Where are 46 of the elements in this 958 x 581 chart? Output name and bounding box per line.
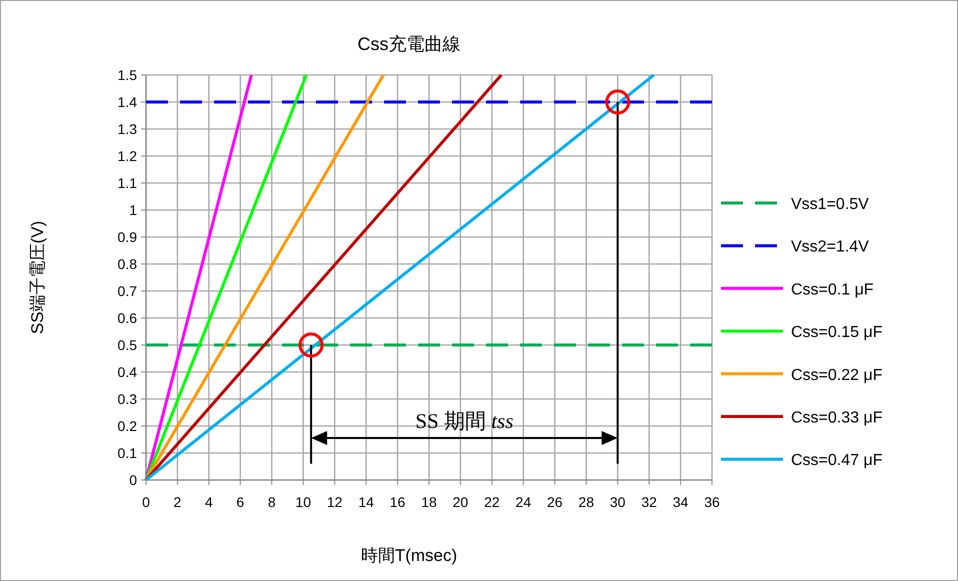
y-tick-label: 0.7 — [118, 283, 138, 299]
x-tick-label: 22 — [484, 494, 500, 510]
legend-label: Vss2=1.4V — [791, 238, 870, 256]
x-tick-label: 32 — [641, 494, 658, 510]
y-tick-label: 0.8 — [118, 256, 138, 272]
legend-label: Css=0.33 μF — [791, 410, 883, 426]
x-tick-label: 16 — [390, 494, 406, 510]
y-tick-label: 1 — [129, 202, 138, 218]
y-tick-label: 0 — [129, 472, 138, 488]
x-tick-label: 0 — [142, 494, 150, 510]
legend-label: Css=0.1 μF — [791, 281, 874, 298]
y-tick-label: 0.6 — [118, 310, 138, 326]
y-tick-label: 1.1 — [118, 175, 138, 191]
x-tick-label: 8 — [268, 494, 276, 510]
legend-label: Css=0.47 μF — [791, 452, 883, 470]
x-tick-label: 4 — [204, 494, 213, 510]
y-tick-label: 0.9 — [118, 229, 138, 245]
x-tick-label: 2 — [174, 494, 182, 510]
y-tick-label: 0.5 — [118, 337, 138, 353]
x-tick-label: 30 — [610, 494, 626, 510]
x-tick-label: 12 — [326, 494, 343, 510]
x-tick-label: 20 — [452, 494, 468, 510]
y-tick-label: 0.4 — [118, 364, 138, 380]
legend-label: Css=0.22 μF — [791, 366, 883, 384]
x-tick-label: 36 — [704, 494, 720, 510]
y-tick-label: 1.5 — [118, 67, 138, 83]
x-tick-label: 18 — [421, 494, 437, 510]
x-tick-label: 10 — [295, 494, 312, 510]
x-tick-label: 26 — [546, 494, 563, 510]
y-tick-label: 1.3 — [118, 121, 138, 137]
x-tick-label: 14 — [358, 494, 374, 510]
y-tick-label: 1.2 — [118, 148, 138, 164]
y-tick-label: 0.1 — [118, 445, 138, 461]
x-tick-label: 6 — [236, 494, 244, 510]
chart-title: Css充電曲線 — [358, 34, 460, 54]
y-tick-label: 1.4 — [118, 94, 138, 110]
x-tick-label: 28 — [578, 494, 594, 510]
y-axis-title: SS端子電圧(V) — [28, 220, 47, 334]
x-tick-label: 24 — [516, 494, 532, 510]
x-tick-label: 34 — [672, 494, 689, 510]
x-axis-title: 時間T(msec) — [360, 546, 458, 565]
y-tick-label: 0.2 — [118, 418, 138, 434]
legend-label: Css=0.15 μF — [791, 324, 883, 342]
annotation: SS 期間 tss — [415, 409, 514, 433]
y-tick-label: 0.3 — [118, 391, 138, 407]
legend-label: Vss1=0.5V — [791, 196, 870, 213]
